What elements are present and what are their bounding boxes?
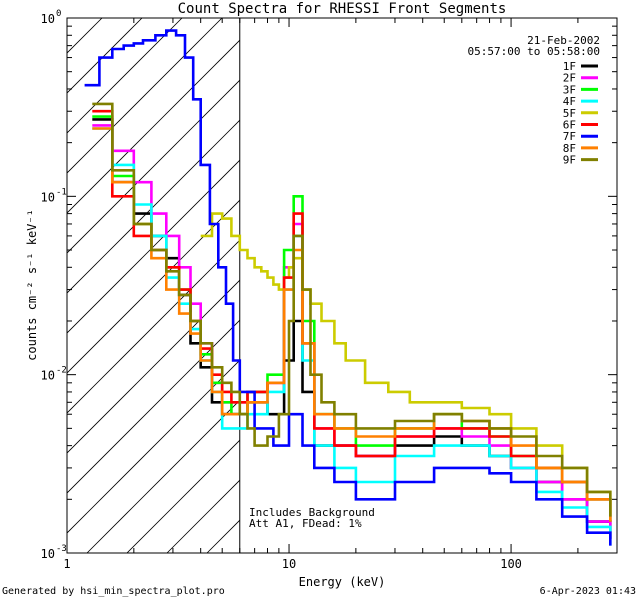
hatch-line bbox=[67, 119, 240, 294]
y-tick-exponent: -2 bbox=[56, 366, 67, 376]
hatch-line bbox=[0, 0, 7, 553]
series-8f bbox=[92, 127, 612, 522]
hatch-line bbox=[86, 399, 240, 553]
y-tick-label: 10 bbox=[41, 190, 55, 204]
legend-label: 3F bbox=[563, 83, 576, 96]
series-7f bbox=[84, 29, 612, 546]
legend-label: 1F bbox=[563, 60, 576, 73]
y-tick-exponent: -3 bbox=[56, 544, 67, 554]
hatch-line bbox=[0, 0, 87, 553]
background-note: Includes Background bbox=[249, 506, 375, 519]
legend-label: 2F bbox=[563, 72, 576, 85]
plot-frame bbox=[66, 17, 618, 554]
hatch-line bbox=[247, 0, 640, 553]
hatch-line bbox=[67, 39, 240, 214]
hatch-line bbox=[0, 0, 47, 553]
hatch-line bbox=[0, 0, 127, 553]
x-axis-label: Energy (keV) bbox=[299, 575, 386, 589]
x-tick-label: 100 bbox=[500, 557, 522, 571]
y-tick-label: 10 bbox=[41, 369, 55, 383]
footer-timestamp: 6-Apr-2023 01:43 bbox=[540, 586, 636, 597]
x-tick-label: 1 bbox=[63, 557, 70, 571]
series-1f bbox=[92, 118, 612, 539]
hatch-line bbox=[447, 0, 640, 553]
y-tick-label: 10 bbox=[41, 12, 55, 26]
hatch-line bbox=[67, 18, 223, 174]
legend-label: 7F bbox=[563, 130, 576, 143]
hatch-line bbox=[67, 79, 240, 254]
y-tick-label: 10 bbox=[41, 547, 55, 561]
background-region-hatch bbox=[0, 0, 640, 553]
hatch-line bbox=[126, 439, 240, 553]
hatch-line bbox=[67, 359, 240, 534]
legend-label: 6F bbox=[563, 119, 576, 132]
legend-label: 4F bbox=[563, 95, 576, 108]
hatch-line bbox=[67, 319, 240, 494]
series-5f bbox=[200, 212, 612, 517]
hatch-line bbox=[367, 0, 640, 553]
y-axis-label: counts cm⁻² s⁻¹ keV⁻¹ bbox=[25, 209, 39, 361]
series-9f bbox=[92, 102, 612, 517]
legend-label: 5F bbox=[563, 107, 576, 120]
y-tick-exponent: -1 bbox=[56, 187, 67, 197]
footer-generator: Generated by hsi_min_spectra_plot.pro bbox=[2, 586, 225, 597]
legend-label: 9F bbox=[563, 154, 576, 167]
x-tick-label: 10 bbox=[282, 557, 296, 571]
hatch-line bbox=[67, 18, 103, 54]
hatch-line bbox=[407, 0, 640, 553]
hatch-line bbox=[67, 18, 143, 94]
hatch-line bbox=[327, 0, 640, 553]
hatch-line bbox=[67, 279, 240, 454]
hatch-line bbox=[67, 199, 240, 374]
series-layer bbox=[84, 29, 612, 546]
attenuator-note: Att A1, FDead: 1% bbox=[249, 517, 362, 530]
hatch-line bbox=[67, 159, 240, 334]
chart-title: Count Spectra for RHESSI Front Segments bbox=[178, 1, 507, 17]
legend-label: 8F bbox=[563, 142, 576, 155]
time-range-label: 05:57:00 to 05:58:00 bbox=[468, 45, 600, 58]
hatch-line bbox=[67, 18, 183, 134]
series-6f bbox=[92, 109, 612, 522]
series-3f bbox=[92, 115, 612, 522]
series-2f bbox=[92, 124, 612, 539]
y-tick-exponent: 0 bbox=[56, 9, 61, 19]
date-label: 21-Feb-2002 bbox=[527, 34, 600, 47]
